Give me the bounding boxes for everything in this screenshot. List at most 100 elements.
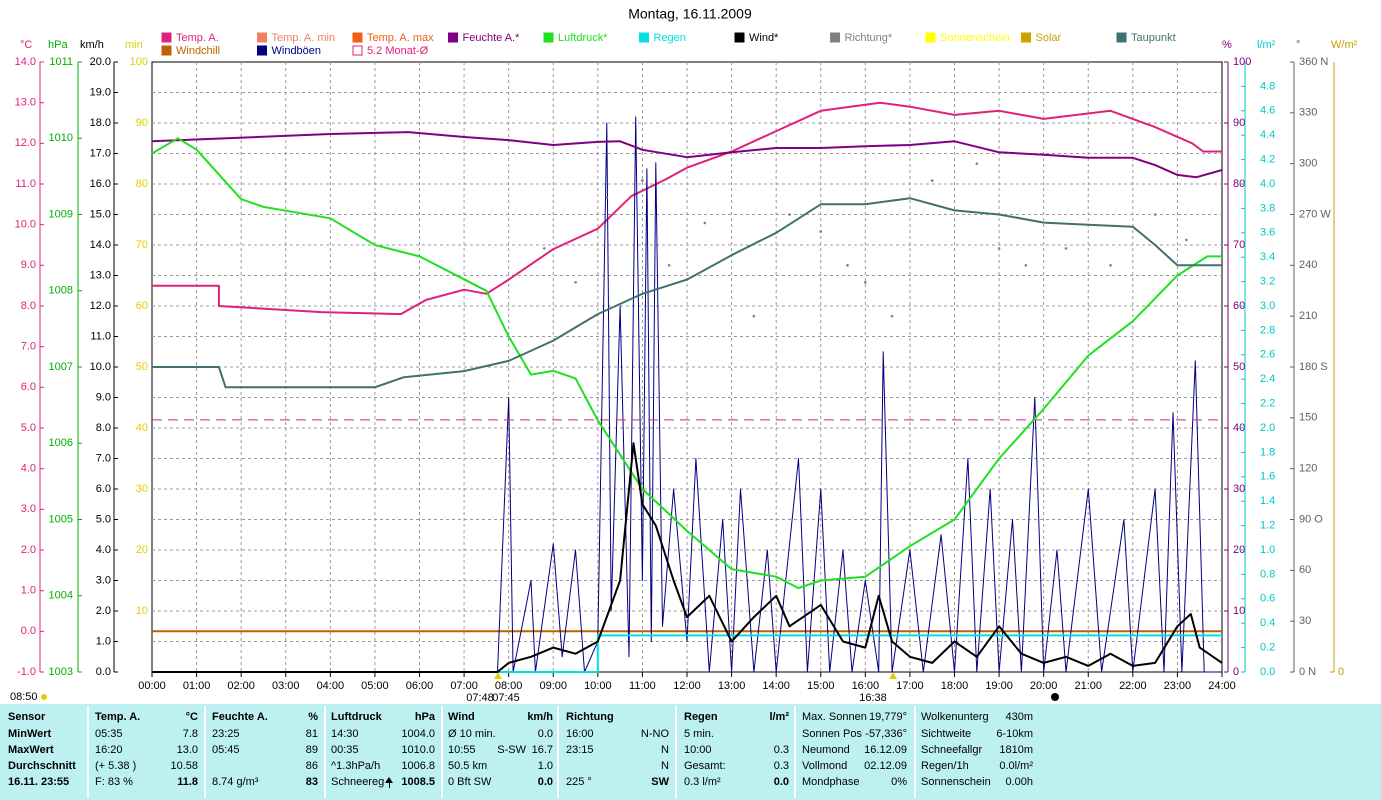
cell: F: 83 % <box>95 776 133 788</box>
cell: 50.5 km <box>448 760 487 772</box>
y-tick-label: 17.0 <box>90 147 111 159</box>
legend-swatch <box>448 32 458 43</box>
cell: 0.3 l/m² <box>684 776 721 788</box>
cell: Mondphase <box>802 776 860 788</box>
y-tick-label: 4.0 <box>96 544 111 556</box>
y-tick-label: 3.0 <box>21 503 36 515</box>
y-tick-label: 6.0 <box>96 483 111 495</box>
series-line <box>152 101 1222 316</box>
cell-value: 19,779° <box>869 711 907 723</box>
y-tick-label: 1007 <box>49 361 73 373</box>
direction-dot <box>788 213 791 216</box>
y-tick-label: 2.0 <box>96 605 111 617</box>
y-tick-label: 10.0 <box>90 361 111 373</box>
legend-label: Wind* <box>749 32 779 44</box>
x-tick-label: 03:00 <box>272 680 300 692</box>
y-tick-label: 10 <box>136 605 148 617</box>
x-tick-label: 08:00 <box>495 680 523 692</box>
cell: 8.74 g/m³ <box>212 776 259 788</box>
direction-dot <box>819 230 823 233</box>
y-tick-label: 3.8 <box>1260 202 1275 214</box>
direction-dot <box>1064 247 1068 250</box>
axis-unit: km/h <box>80 39 104 51</box>
cell: Schneefallgr <box>921 744 982 756</box>
y-tick-label: 30 <box>136 483 148 495</box>
row-label: Sensor <box>8 711 46 723</box>
x-tick-label: 01:00 <box>183 680 211 692</box>
cell-value: 0.0l/m² <box>999 760 1033 772</box>
cell: 10:00 <box>684 744 712 756</box>
y-tick-label: 50 <box>1233 361 1245 373</box>
sun-icon <box>41 694 47 700</box>
section-header: Regen <box>684 711 718 723</box>
y-tick-label: 3.4 <box>1260 251 1275 263</box>
y-tick-label: 12.0 <box>15 137 36 149</box>
section-header: Wind <box>448 711 475 723</box>
cell-value: 0.3 <box>774 744 789 756</box>
section-unit: hPa <box>415 711 436 723</box>
direction-dot <box>1109 264 1112 267</box>
x-tick-label: 11:00 <box>629 680 656 692</box>
direction-dot <box>1185 238 1188 242</box>
x-tick-label: 23:00 <box>1164 680 1192 692</box>
sunset-marker <box>889 672 897 679</box>
y-tick-label: 0.8 <box>1260 568 1275 580</box>
row-label: Durchschnitt <box>8 760 76 772</box>
axis-unit: % <box>1222 39 1232 51</box>
y-tick-label: 4.4 <box>1260 129 1275 141</box>
cell: 05:35 <box>95 728 123 740</box>
legend-label: Temp. A. min <box>272 32 336 44</box>
cell: Sonnenschein <box>921 776 991 788</box>
series-line <box>151 131 1223 179</box>
cell-value: 83 <box>306 776 318 788</box>
y-tick-label: 360 N <box>1299 56 1328 68</box>
cell-value: 0% <box>891 776 907 788</box>
direction-dot <box>864 280 867 284</box>
y-tick-label: 2.2 <box>1260 398 1275 410</box>
y-tick-label: 1.6 <box>1260 471 1275 483</box>
cell-value: 430m <box>1005 711 1033 723</box>
section-header: Temp. A. <box>95 711 140 723</box>
legend-swatch <box>352 45 363 56</box>
y-tick-label: 300 <box>1299 158 1317 170</box>
legend-swatch <box>161 32 172 43</box>
x-tick-label: 02:00 <box>227 680 255 692</box>
series-line <box>151 137 1222 590</box>
direction-dot <box>930 179 934 182</box>
x-tick-label: 00:00 <box>138 680 166 692</box>
y-tick-label: 40 <box>136 422 148 434</box>
cell-value: 1810m <box>999 744 1033 756</box>
y-tick-label: 0 N <box>1299 666 1316 678</box>
cell-value: 02.12.09 <box>864 760 907 772</box>
section-header: Richtung <box>566 711 614 723</box>
legend-label: Solar <box>1036 32 1062 44</box>
axis-unit: min <box>125 39 143 51</box>
y-tick-label: 90 <box>1233 117 1245 129</box>
legend-label: Feuchte A.* <box>463 32 521 44</box>
y-tick-label: 80 <box>1233 178 1245 190</box>
direction-dot <box>752 314 756 318</box>
legend-swatch <box>734 32 745 43</box>
x-tick-label: 24:00 <box>1208 680 1236 692</box>
legend-swatch <box>1021 32 1031 43</box>
y-tick-label: 90 <box>136 117 148 129</box>
direction-dot <box>667 264 671 267</box>
cell-value: N <box>661 744 669 756</box>
y-tick-label: 90 O <box>1299 513 1323 525</box>
cell: S-SW <box>497 744 526 756</box>
y-tick-label: 60 <box>1299 564 1311 576</box>
y-tick-label: 0.2 <box>1260 642 1275 654</box>
y-tick-label: 1011 <box>49 56 73 68</box>
x-tick-label: 10:00 <box>584 680 612 692</box>
y-tick-label: 1.8 <box>1260 446 1275 458</box>
legend-swatch <box>352 32 363 43</box>
cell-value: -57,336° <box>865 728 907 740</box>
y-tick-label: 10.0 <box>15 219 36 231</box>
direction-dot <box>975 162 979 165</box>
y-tick-label: 1.0 <box>21 585 36 597</box>
legend-swatch <box>257 32 267 43</box>
y-tick-label: 12.0 <box>90 300 111 312</box>
sunrise-marker <box>494 672 502 679</box>
y-tick-label: 150 <box>1299 412 1317 424</box>
section-header: Feuchte A. <box>212 711 268 723</box>
